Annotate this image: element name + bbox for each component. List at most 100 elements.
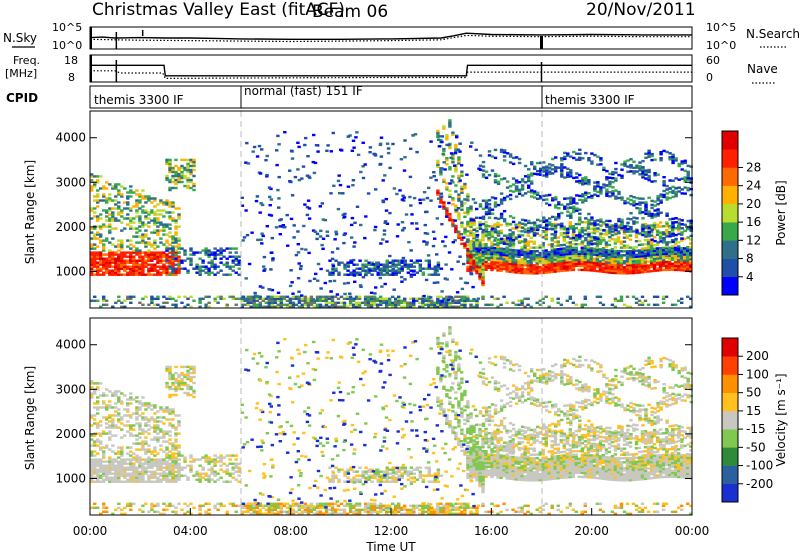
data-cell (596, 270, 599, 272)
data-cell (491, 228, 494, 230)
data-cell (656, 195, 659, 197)
data-cell (424, 304, 427, 306)
data-cell (629, 230, 632, 232)
data-cell (286, 245, 289, 247)
data-cell (352, 147, 355, 149)
data-cell (349, 296, 352, 298)
data-cell (517, 304, 520, 306)
data-cell (539, 459, 542, 461)
data-cell (557, 236, 560, 238)
data-cell (596, 296, 599, 298)
data-cell (575, 159, 578, 161)
data-cell (578, 180, 581, 182)
data-cell (442, 125, 445, 127)
data-cell (407, 272, 410, 274)
data-cell (291, 157, 294, 159)
data-cell (263, 256, 266, 258)
data-cell (602, 304, 605, 306)
data-cell (572, 229, 575, 231)
data-cell (662, 247, 665, 249)
data-cell (174, 179, 177, 181)
data-cell (575, 180, 578, 182)
data-cell (653, 244, 656, 246)
data-cell (111, 266, 114, 268)
data-cell (229, 247, 232, 249)
power-colorbar-label: Power [dB] (774, 180, 788, 245)
data-cell (410, 222, 413, 224)
data-cell (93, 185, 96, 187)
data-cell (108, 207, 111, 209)
data-cell (647, 210, 650, 212)
data-cell (409, 148, 412, 150)
data-cell (391, 270, 394, 272)
data-cell (388, 255, 391, 257)
data-cell (126, 217, 129, 219)
data-cell (334, 296, 337, 298)
data-cell (262, 298, 265, 300)
data-cell (338, 174, 341, 176)
data-cell (647, 175, 650, 177)
data-cell (590, 152, 593, 154)
data-cell (566, 228, 569, 230)
data-cell (445, 186, 448, 188)
data-cell (659, 199, 662, 201)
data-cell (171, 247, 174, 249)
data-cell (364, 296, 367, 298)
data-cell (413, 274, 416, 276)
data-cell (339, 184, 342, 186)
data-cell (638, 300, 641, 302)
data-cell (629, 170, 632, 172)
data-cell (135, 235, 138, 237)
data-cell (647, 177, 650, 179)
data-cell (370, 296, 373, 298)
data-cell (563, 247, 566, 249)
data-cell (438, 145, 441, 147)
data-cell (174, 165, 177, 167)
data-cell (280, 296, 283, 298)
data-cell (461, 288, 464, 290)
data-cell (123, 187, 126, 189)
data-cell (177, 264, 180, 266)
data-cell (478, 244, 481, 246)
data-cell (596, 195, 599, 197)
data-cell (132, 221, 135, 223)
data-cell (171, 298, 174, 300)
data-cell (204, 272, 207, 274)
data-cell (684, 224, 687, 226)
data-cell (578, 243, 581, 245)
data-cell (389, 262, 392, 264)
data-cell (380, 137, 383, 139)
data-cell (539, 451, 542, 453)
data-cell (590, 160, 593, 162)
data-cell (441, 135, 444, 137)
data-cell (520, 246, 523, 248)
data-cell (413, 262, 416, 264)
data-cell (289, 285, 292, 287)
data-cell (587, 213, 590, 215)
data-cell (96, 256, 99, 258)
data-cell (334, 302, 337, 304)
data-cell (587, 241, 590, 243)
data-cell (219, 296, 222, 298)
data-cell (174, 304, 177, 306)
data-cell (132, 249, 135, 251)
data-cell (350, 236, 353, 238)
data-cell (415, 151, 418, 153)
data-cell (180, 260, 183, 262)
data-cell (183, 167, 186, 169)
data-cell (147, 217, 150, 219)
data-cell (578, 157, 581, 159)
data-cell (376, 298, 379, 300)
data-cell (437, 274, 440, 276)
data-cell (403, 139, 406, 141)
data-cell (650, 159, 653, 161)
data-cell (348, 293, 351, 295)
data-cell (177, 247, 180, 249)
data-cell (135, 215, 138, 217)
data-cell (503, 235, 506, 237)
data-cell (222, 249, 225, 251)
data-cell (183, 159, 186, 161)
data-cell (138, 225, 141, 227)
data-cell (432, 245, 435, 247)
data-cell (554, 196, 557, 198)
